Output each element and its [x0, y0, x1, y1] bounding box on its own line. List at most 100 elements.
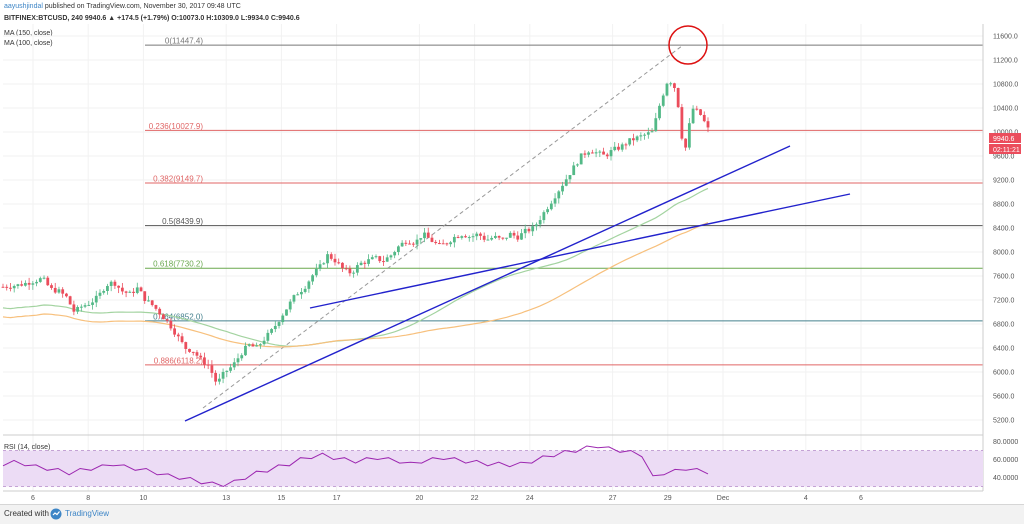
moving-averages — [2, 187, 709, 348]
candle-body — [109, 281, 113, 286]
candle-body — [408, 243, 411, 245]
ma100-label: MA (100, close) — [4, 40, 53, 47]
candle-body — [691, 108, 695, 124]
candle-body — [102, 290, 106, 293]
candle-body — [5, 286, 9, 288]
candle-body — [396, 246, 400, 253]
time-tick-label: 24 — [526, 495, 534, 502]
candle-body — [419, 238, 423, 240]
candle-body — [311, 275, 315, 282]
candle-body — [673, 83, 676, 89]
candle-body — [285, 309, 288, 316]
author-line: aayushjindal published on TradingView.co… — [4, 3, 241, 10]
candle-body — [35, 281, 38, 284]
candle-body — [378, 256, 382, 262]
candle-body — [329, 254, 333, 259]
candle-body — [613, 146, 617, 151]
candle-body — [374, 256, 378, 258]
candle-body — [684, 138, 688, 148]
candle-body — [150, 300, 154, 306]
candle-body — [98, 292, 102, 296]
author-name: aayushjindal — [4, 3, 43, 10]
candle-body — [132, 291, 135, 293]
time-tick-label: Dec — [717, 495, 730, 502]
candle-body — [120, 287, 124, 292]
time-tick-label: 20 — [416, 495, 424, 502]
candle-body — [568, 175, 572, 180]
candle-body — [598, 151, 602, 153]
candle-body — [42, 277, 46, 279]
candle-body — [38, 278, 42, 282]
price-tick-label: 6400.0 — [993, 346, 1015, 353]
candle-body — [203, 357, 206, 365]
ascending-trendline-1 — [184, 145, 791, 422]
candle-body — [16, 284, 20, 287]
candle-body — [117, 285, 121, 288]
candle-body — [300, 291, 303, 295]
candle-body — [12, 286, 16, 289]
candle-body — [23, 282, 27, 286]
candle-body — [535, 224, 538, 227]
candle-body — [389, 255, 393, 258]
candle-body — [415, 239, 419, 245]
candle-body — [270, 329, 273, 333]
candle-body — [281, 315, 285, 323]
candle-body — [617, 146, 620, 150]
time-tick-label: 17 — [333, 495, 341, 502]
candle-body — [225, 370, 229, 372]
candle-body — [61, 289, 65, 294]
candle-body — [135, 287, 139, 293]
candle-body — [393, 252, 397, 256]
candle-body — [337, 262, 341, 264]
tradingview-logo-icon — [50, 508, 62, 520]
published-text: published on TradingView.com, November 3… — [45, 3, 241, 10]
candle-body — [553, 198, 557, 204]
candle-body — [590, 152, 594, 154]
candle-body — [609, 150, 613, 157]
time-tick-label: 6 — [859, 495, 863, 502]
candle-body — [217, 378, 221, 382]
candle-body — [445, 243, 449, 245]
price-tick-label: 10800.0 — [993, 82, 1018, 89]
symbol-info: BITFINEX:BTCUSD, 240 9940.6 ▲ +174.5 (+1… — [4, 15, 300, 22]
fib-level-label: 0(11447.4) — [165, 37, 203, 46]
candle-body — [87, 304, 91, 306]
candle-body — [631, 138, 635, 141]
candle-body — [139, 287, 143, 292]
candle-body — [635, 136, 639, 141]
fib-level-label: 0.5(8439.9) — [162, 217, 203, 226]
candle-body — [479, 233, 482, 236]
candle-body — [624, 144, 628, 146]
candle-body — [702, 114, 706, 122]
time-tick-label: 29 — [664, 495, 672, 502]
time-tick-label: 4 — [804, 495, 808, 502]
candle-body — [128, 291, 132, 293]
candle-body — [57, 289, 61, 293]
time-tick-label: 10 — [140, 495, 148, 502]
candle-body — [520, 233, 523, 240]
candle-body — [251, 344, 255, 347]
countdown-timer: 02:11:21 — [993, 147, 1020, 154]
candle-body — [307, 281, 311, 289]
candle-body — [169, 320, 173, 329]
price-tick-label: 6000.0 — [993, 370, 1015, 377]
candle-body — [557, 191, 561, 199]
candle-body — [546, 209, 550, 213]
candle-body — [441, 243, 445, 245]
candle-body — [449, 242, 453, 245]
candle-body — [210, 365, 214, 373]
candle-body — [650, 131, 654, 133]
rsi-tick-label: 40.0000 — [993, 475, 1018, 482]
candle-body — [658, 105, 661, 119]
candle-body — [240, 355, 244, 359]
candle-body — [72, 304, 76, 312]
price-tick-label: 9600.0 — [993, 154, 1015, 161]
price-tick-label: 6800.0 — [993, 322, 1015, 329]
price-tick-label: 7600.0 — [993, 274, 1015, 281]
tradingview-link[interactable]: TradingView — [65, 509, 110, 518]
candle-body — [490, 237, 494, 240]
rsi-band — [3, 450, 983, 487]
candle-body — [277, 322, 281, 326]
candle-body — [83, 305, 87, 307]
candle-body — [572, 165, 576, 176]
